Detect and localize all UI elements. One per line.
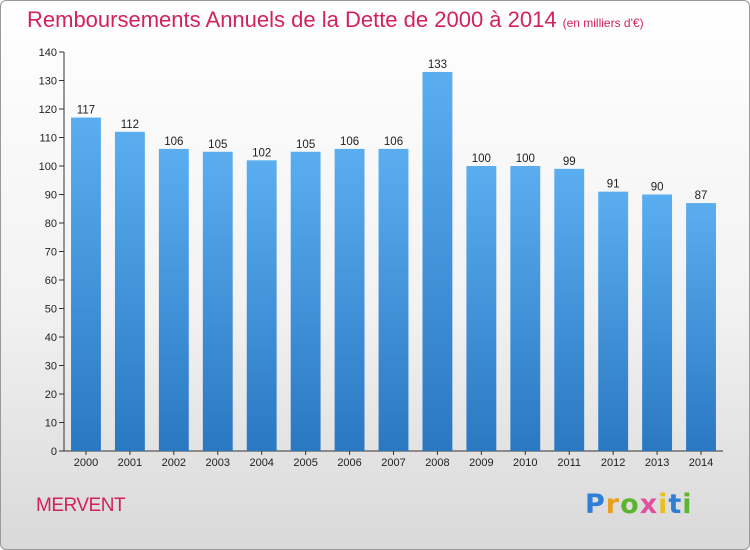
bar: [422, 71, 453, 451]
data-label: 106: [164, 136, 183, 148]
data-label: 133: [428, 59, 447, 71]
x-tick-label: 2005: [293, 457, 317, 469]
x-tick-label: 2003: [206, 457, 230, 469]
y-tick-label: 10: [45, 418, 57, 430]
data-label: 117: [77, 105, 95, 117]
x-tick-label: 2004: [249, 457, 273, 469]
x-tick-label: 2000: [74, 457, 98, 469]
bar: [378, 148, 409, 451]
x-tick-label: 2008: [425, 457, 449, 469]
bar: [642, 194, 673, 451]
bar: [466, 166, 497, 451]
y-tick-label: 0: [51, 446, 57, 458]
chart-unit: (en milliers d'€): [562, 16, 644, 30]
y-tick-label: 120: [39, 104, 57, 116]
bar: [158, 148, 189, 451]
y-tick-label: 40: [45, 332, 57, 344]
bar: [686, 203, 716, 451]
data-label: 105: [296, 139, 315, 151]
data-label: 106: [340, 136, 359, 148]
y-tick-label: 20: [45, 389, 57, 401]
y-tick-label: 90: [45, 190, 57, 202]
bar: [71, 117, 101, 452]
data-label: 100: [516, 153, 535, 165]
y-tick-label: 110: [39, 133, 57, 145]
x-tick-label: 2006: [337, 457, 361, 469]
y-tick-label: 60: [45, 275, 57, 287]
place-name: MERVENT: [36, 495, 126, 516]
chart-title-text: Remboursements Annuels de la Dette de 20…: [27, 7, 557, 32]
bar: [202, 151, 233, 451]
bar-chart: 0 10 20 30 40 50 60 70 80 90 100 110 120 130 140 2000 1…: [39, 47, 723, 469]
y-tick-label: 100: [39, 161, 57, 173]
x-tick-label: 2012: [601, 457, 625, 469]
bar: [114, 131, 145, 452]
proxiti-logo: Proxiti: [585, 489, 693, 520]
y-tick-label: 130: [39, 76, 57, 88]
data-label: 105: [208, 139, 227, 151]
data-label: 106: [384, 136, 403, 148]
y-tick-label: 30: [45, 361, 57, 373]
data-label: 99: [563, 156, 576, 168]
x-tick-label: 2001: [118, 457, 142, 469]
bar: [554, 168, 585, 451]
bar: [290, 151, 321, 451]
y-tick-label: 50: [45, 304, 57, 316]
data-label: 90: [651, 182, 664, 194]
x-tick-label: 2010: [513, 457, 537, 469]
x-tick-label: 2014: [689, 457, 713, 469]
data-label: 100: [472, 153, 491, 165]
data-label: 112: [121, 119, 139, 131]
y-tick-label: 70: [45, 247, 57, 259]
y-tick-label: 80: [45, 218, 57, 230]
bar: [246, 160, 277, 452]
bar: [334, 148, 365, 451]
x-tick-label: 2011: [557, 457, 581, 469]
x-tick-label: 2013: [645, 457, 669, 469]
data-label: 87: [695, 190, 708, 202]
data-label: 102: [252, 147, 271, 159]
x-tick-label: 2009: [469, 457, 493, 469]
x-tick-label: 2007: [381, 457, 405, 469]
data-label: 91: [607, 179, 620, 191]
y-tick-label: 140: [39, 47, 57, 59]
chart-title: Remboursements Annuels de la Dette de 20…: [27, 7, 644, 33]
x-tick-label: 2002: [162, 457, 186, 469]
bar: [510, 166, 541, 451]
bar: [598, 191, 629, 451]
